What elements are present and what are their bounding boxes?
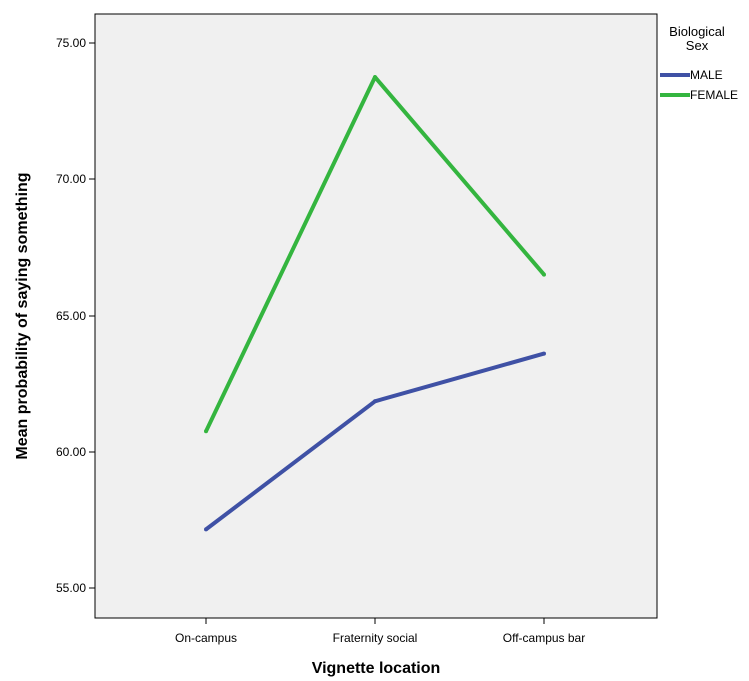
y-tick-label: 55.00 xyxy=(56,581,86,595)
y-tick-label: 65.00 xyxy=(56,309,86,323)
x-tick-label: On-campus xyxy=(175,631,237,645)
y-axis-title: Mean probability of saying something xyxy=(14,172,31,459)
legend-item-female: FEMALE xyxy=(660,88,738,102)
legend-title-line-1: Biological xyxy=(669,24,725,39)
y-tick-60: 60.00 xyxy=(56,445,95,459)
legend-label-female: FEMALE xyxy=(690,88,738,102)
data-point-male-1 xyxy=(373,399,377,404)
data-point-female-1 xyxy=(373,75,377,80)
x-tick-off-campus-bar: Off-campus bar xyxy=(503,618,585,645)
data-point-female-2 xyxy=(542,272,546,277)
x-tick-fraternity-social: Fraternity social xyxy=(333,618,418,645)
y-tick-label: 70.00 xyxy=(56,172,86,186)
y-tick-label: 75.00 xyxy=(56,36,86,50)
data-point-male-0 xyxy=(204,527,208,532)
series-layer xyxy=(204,75,546,532)
x-tick-on-campus: On-campus xyxy=(175,618,237,645)
x-axis: On-campus Fraternity social Off-campus b… xyxy=(175,618,585,645)
y-tick-70: 70.00 xyxy=(56,172,95,186)
data-point-female-0 xyxy=(204,429,208,434)
x-axis-title: Vignette location xyxy=(312,660,441,677)
y-tick-65: 65.00 xyxy=(56,309,95,323)
legend-title-line-2: Sex xyxy=(686,38,709,53)
y-axis: 55.00 60.00 65.00 70.00 75.00 xyxy=(56,36,95,595)
legend-label-male: MALE xyxy=(690,68,723,82)
y-tick-75: 75.00 xyxy=(56,36,95,50)
plot-area xyxy=(94,13,658,619)
legend: Biological Sex MALE FEMALE xyxy=(660,24,738,102)
legend-item-male: MALE xyxy=(660,68,723,82)
y-tick-label: 60.00 xyxy=(56,445,86,459)
x-tick-label: Fraternity social xyxy=(333,631,418,645)
y-tick-55: 55.00 xyxy=(56,581,95,595)
data-point-male-2 xyxy=(542,351,546,356)
x-tick-label: Off-campus bar xyxy=(503,631,585,645)
